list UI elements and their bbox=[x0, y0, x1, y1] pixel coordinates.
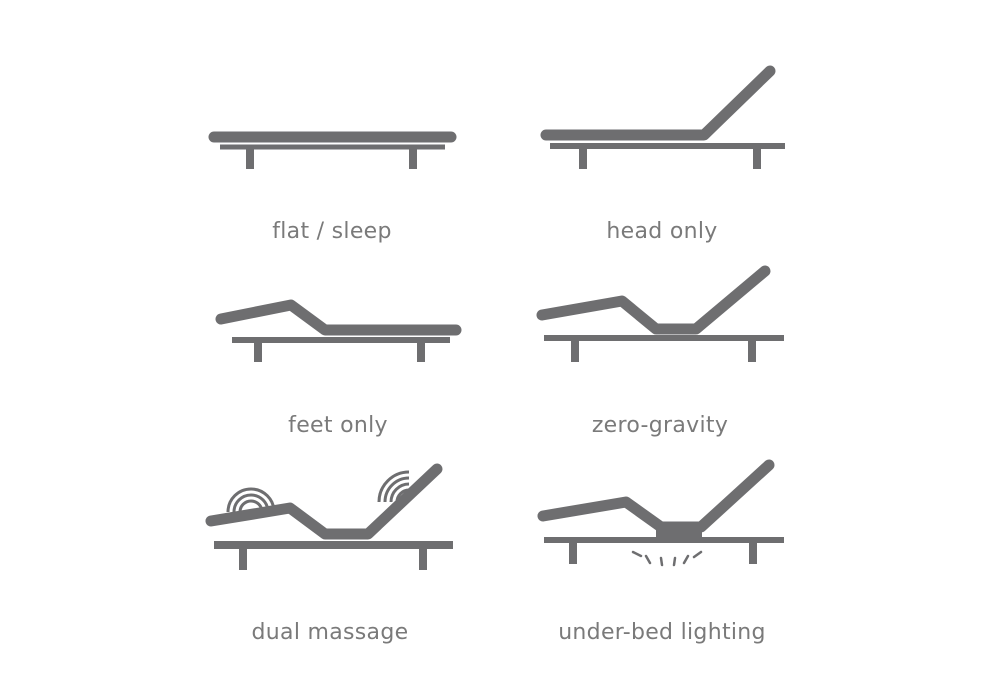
flat-sleep-label: flat / sleep bbox=[272, 219, 392, 244]
flat-sleep-icon bbox=[208, 131, 457, 169]
massage-wave-right-icon bbox=[377, 470, 410, 503]
under-bed-lighting-icon bbox=[537, 459, 784, 567]
head-only-label: head only bbox=[606, 219, 718, 244]
dual-massage-label: dual massage bbox=[251, 620, 409, 645]
feet-only-label: feet only bbox=[288, 413, 388, 438]
dual-massage-icon bbox=[205, 463, 453, 570]
feet-only-icon bbox=[215, 299, 462, 362]
under-bed-lighting-label: under-bed lighting bbox=[558, 620, 766, 645]
head-only-icon bbox=[540, 65, 785, 169]
massage-wave-left-icon bbox=[226, 487, 276, 513]
zero-gravity-icon bbox=[536, 265, 784, 362]
zero-gravity-label: zero-gravity bbox=[591, 413, 729, 438]
light-rays-icon bbox=[631, 550, 703, 567]
